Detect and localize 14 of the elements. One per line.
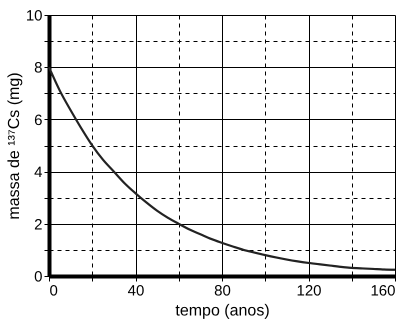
x-tick-label: 80 xyxy=(214,282,231,300)
y-tick-label: 0 xyxy=(34,268,42,286)
y-tick-label: 4 xyxy=(34,164,42,182)
x-tick-label: 120 xyxy=(296,282,322,300)
y-tick-label: 8 xyxy=(34,60,42,77)
y-tick-label: 2 xyxy=(34,216,42,234)
x-tick-label: 0 xyxy=(50,282,58,300)
line-series xyxy=(48,66,396,271)
x-axis-title: tempo (anos) xyxy=(175,302,270,320)
y-axis-title: massa de ¹³⁷Cs (mg) xyxy=(6,72,23,220)
x-tick-label: 40 xyxy=(128,282,144,300)
x-tick-label: 160 xyxy=(370,282,396,300)
y-tick-label: 10 xyxy=(26,8,42,24)
y-tick-label: 6 xyxy=(34,112,42,129)
